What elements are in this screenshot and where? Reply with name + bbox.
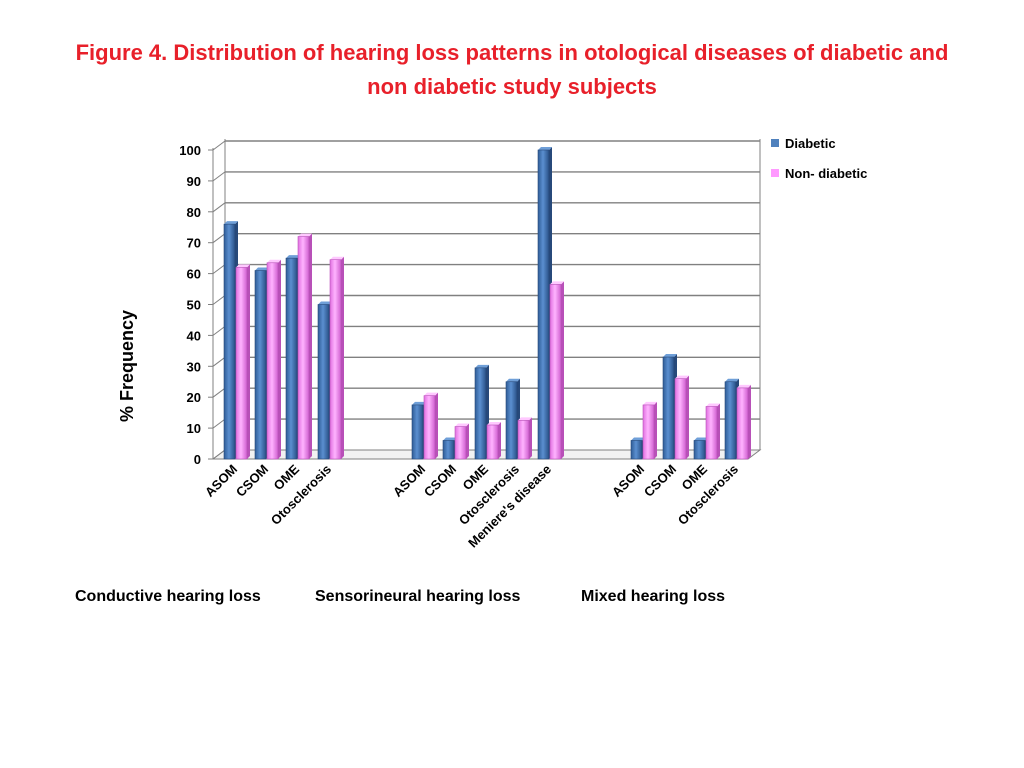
y-tick-label: 100 — [179, 143, 201, 158]
bar-non-diabetic-8 — [549, 281, 564, 460]
y-tick-label: 0 — [194, 452, 201, 467]
x-tick-label: CSOM — [421, 462, 459, 500]
bars — [223, 147, 751, 460]
bar-non-diabetic-5 — [454, 423, 469, 460]
bar-non-diabetic-10 — [674, 375, 689, 460]
legend-label-diabetic: Diabetic — [785, 136, 836, 151]
legend-swatch-diabetic — [771, 139, 779, 147]
bar-non-diabetic-9 — [642, 401, 657, 460]
group-label-sensorineural: Sensorineural hearing loss — [315, 588, 521, 605]
bar-non-diabetic-2 — [297, 233, 312, 460]
bar-non-diabetic-6 — [486, 422, 501, 460]
legend-label-non-diabetic: Non- diabetic — [785, 166, 867, 181]
x-tick-label: ASOM — [202, 462, 240, 500]
bar-non-diabetic-4 — [423, 392, 438, 460]
x-tick-label: CSOM — [641, 462, 679, 500]
y-tick-label: 30 — [187, 359, 201, 374]
y-tick-label: 90 — [187, 174, 201, 189]
y-tick-label: 60 — [187, 267, 201, 282]
legend-swatch-non-diabetic — [771, 169, 779, 177]
chart-title-line1: Figure 4. Distribution of hearing loss p… — [75, 40, 949, 65]
bar-non-diabetic-1 — [266, 259, 281, 460]
group-label-conductive: Conductive hearing loss — [75, 588, 261, 605]
x-tick-label: ASOM — [609, 462, 647, 500]
y-tick-label: 70 — [187, 236, 201, 251]
y-tick-label: 50 — [187, 298, 201, 313]
chart-title-line2: non diabetic study subjects — [367, 74, 657, 99]
y-tick-label: 10 — [187, 421, 201, 436]
x-tick-label: CSOM — [233, 462, 271, 500]
y-axis-label: % Frequency — [117, 310, 137, 422]
group-label-mixed: Mixed hearing loss — [581, 588, 726, 605]
y-tick-label: 20 — [187, 390, 201, 405]
chart-title: Figure 4. Distribution of hearing loss p… — [0, 36, 1024, 104]
x-tick-label: ASOM — [390, 462, 428, 500]
bar-non-diabetic-12 — [736, 384, 751, 460]
bar-non-diabetic-7 — [517, 417, 532, 460]
legend: Diabetic Non- diabetic — [771, 136, 867, 181]
bar-non-diabetic-11 — [705, 403, 720, 460]
y-ticks: 0 10 20 30 40 50 60 70 80 90 100 — [179, 143, 201, 467]
bar-non-diabetic-3 — [329, 256, 344, 460]
y-tick-label: 40 — [187, 328, 201, 343]
y-tick-label: 80 — [187, 205, 201, 220]
bar-non-diabetic-0 — [235, 264, 250, 460]
